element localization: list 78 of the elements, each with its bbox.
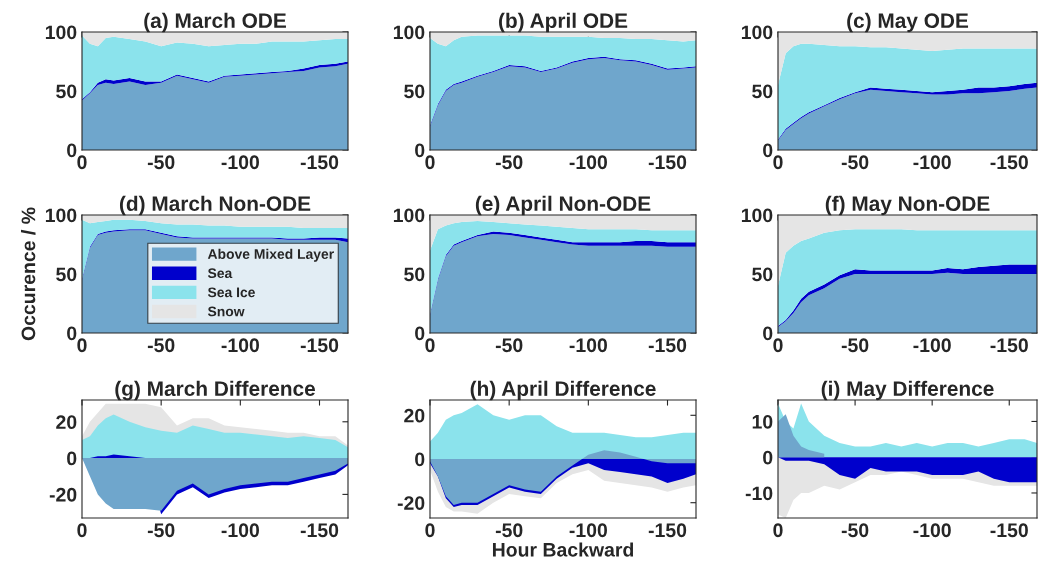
x-tick-label: -100 bbox=[569, 523, 607, 538]
y-tick-label: 50 bbox=[752, 267, 773, 282]
chart-title: (f) May Non-ODE bbox=[825, 195, 990, 216]
y-tick-label: 0 bbox=[763, 450, 773, 465]
y-tick-label: 20 bbox=[56, 415, 77, 430]
chart-title: (h) April Difference bbox=[470, 380, 656, 401]
chart-title: (b) April ODE bbox=[499, 12, 628, 33]
x-tick-label: -100 bbox=[913, 155, 951, 170]
x-tick-label: -150 bbox=[300, 338, 339, 353]
x-tick-label: -50 bbox=[147, 523, 175, 538]
x-tick-label: -100 bbox=[221, 338, 259, 353]
y-tick-label: 0 bbox=[415, 326, 425, 341]
y-tick-label: 100 bbox=[45, 25, 77, 40]
x-tick-label: -150 bbox=[648, 523, 687, 538]
legend-label: Sea Ice bbox=[207, 287, 255, 298]
x-tick-label: 0 bbox=[773, 338, 783, 353]
x-tick-label: -50 bbox=[495, 155, 523, 170]
x-tick-label: 0 bbox=[773, 523, 783, 538]
chart-title: (a) March ODE bbox=[144, 12, 286, 33]
x-tick-label: -50 bbox=[147, 155, 175, 170]
y-tick-label: 0 bbox=[415, 143, 425, 158]
chart-title: (d) March Non-ODE bbox=[119, 195, 311, 216]
y-tick-label: 0 bbox=[763, 143, 773, 158]
y-tick-label: 0 bbox=[763, 326, 773, 341]
x-tick-label: -50 bbox=[841, 155, 869, 170]
x-tick-label: -150 bbox=[300, 155, 339, 170]
x-tick-label: -150 bbox=[648, 338, 687, 353]
y-tick-label: 50 bbox=[56, 84, 77, 99]
y-tick-label: 50 bbox=[56, 267, 77, 282]
y-tick-label: 0 bbox=[67, 451, 77, 466]
x-tick-label: 0 bbox=[425, 155, 435, 170]
y-tick-label: -20 bbox=[397, 496, 425, 510]
x-tick-label: -100 bbox=[569, 338, 607, 353]
x-tick-label: -150 bbox=[990, 523, 1028, 538]
x-tick-label: -150 bbox=[300, 523, 339, 538]
chart-title: (g) March Difference bbox=[115, 380, 316, 401]
chart-title: (c) May ODE bbox=[847, 12, 969, 33]
y-tick-label: 100 bbox=[741, 208, 773, 223]
x-tick-label: 0 bbox=[77, 523, 87, 538]
x-tick-label: -50 bbox=[147, 338, 175, 353]
y-tick-label: 100 bbox=[393, 208, 425, 223]
y-tick-label: 10 bbox=[752, 414, 773, 429]
y-tick-label: 20 bbox=[404, 408, 425, 423]
legend-label: Above Mixed Layer bbox=[207, 248, 334, 262]
x-tick-label: -50 bbox=[841, 523, 869, 538]
legend-label: Snow bbox=[207, 306, 245, 317]
y-tick-label: 50 bbox=[404, 84, 425, 99]
x-tick-label: -150 bbox=[648, 155, 687, 170]
chart-title: (e) April Non-ODE bbox=[475, 195, 651, 216]
x-tick-label: -100 bbox=[221, 523, 259, 538]
y-axis-title: Occurence / % bbox=[21, 207, 36, 341]
y-tick-label: 100 bbox=[741, 25, 773, 40]
y-tick-label: 100 bbox=[393, 25, 425, 40]
x-axis-title: Hour Backward bbox=[492, 542, 634, 557]
x-tick-label: 0 bbox=[425, 523, 435, 538]
x-tick-label: -100 bbox=[569, 155, 607, 170]
x-tick-label: -50 bbox=[841, 338, 869, 353]
y-tick-label: 100 bbox=[45, 208, 77, 223]
x-tick-label: -50 bbox=[495, 523, 523, 538]
y-tick-label: 0 bbox=[415, 452, 425, 467]
x-tick-label: -100 bbox=[221, 155, 259, 170]
x-tick-label: 0 bbox=[77, 338, 87, 353]
x-tick-label: 0 bbox=[425, 338, 435, 353]
y-tick-label: -20 bbox=[49, 487, 77, 502]
x-tick-label: -50 bbox=[495, 338, 523, 353]
y-tick-label: 50 bbox=[752, 84, 773, 99]
x-tick-label: -150 bbox=[990, 155, 1028, 170]
x-tick-label: 0 bbox=[773, 155, 783, 170]
x-tick-label: -150 bbox=[990, 338, 1028, 353]
y-tick-label: -10 bbox=[745, 486, 773, 501]
y-tick-label: 0 bbox=[67, 326, 77, 341]
x-tick-label: -100 bbox=[913, 338, 951, 353]
x-tick-label: 0 bbox=[77, 155, 87, 170]
legend-label: Sea bbox=[207, 268, 233, 279]
x-tick-label: -100 bbox=[913, 523, 951, 538]
y-tick-label: 0 bbox=[67, 143, 77, 158]
chart-title: (i) May Difference bbox=[821, 380, 994, 401]
y-tick-label: 50 bbox=[404, 267, 425, 282]
